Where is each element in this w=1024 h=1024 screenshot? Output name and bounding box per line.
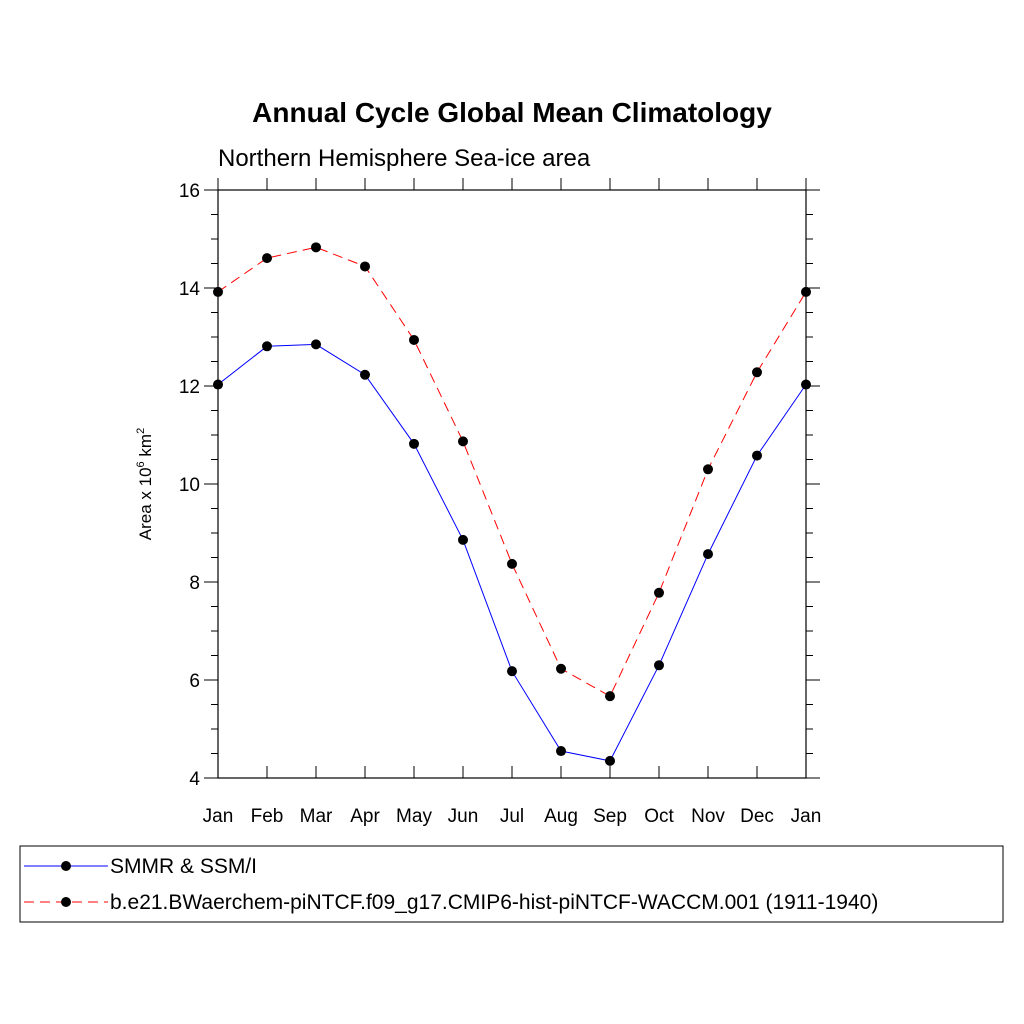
y-tick-label: 10 (179, 475, 200, 496)
data-point-series-0 (262, 341, 272, 352)
data-point-series-1 (311, 242, 321, 253)
data-point-series-1 (360, 261, 370, 272)
x-tick-label: Nov (691, 806, 725, 827)
y-tick-label: 14 (179, 279, 201, 300)
chart-title: Annual Cycle Global Mean Climatology (252, 97, 772, 128)
legend-marker-smmr (61, 861, 71, 871)
data-point-series-1 (507, 558, 517, 569)
x-tick-label: Apr (350, 806, 380, 827)
y-tick-label: 16 (179, 181, 200, 202)
series-layer (213, 242, 811, 766)
legend-marker-model (61, 897, 71, 907)
y-axis-label: Area x 106 km2 (135, 428, 155, 540)
plot-frame (217, 189, 807, 779)
chart-subtitle: Northern Hemisphere Sea-ice area (218, 145, 591, 172)
y-tick-label: 12 (179, 377, 200, 398)
data-point-series-1 (801, 286, 811, 297)
x-tick-label: Jun (448, 806, 479, 827)
x-tick-label: Jan (791, 806, 822, 827)
data-point-series-0 (311, 339, 321, 350)
data-point-series-0 (752, 450, 762, 461)
x-tick-label: Jan (203, 806, 234, 827)
data-point-series-1 (213, 286, 223, 297)
data-point-series-0 (556, 746, 566, 757)
data-point-series-0 (605, 755, 615, 766)
data-point-series-0 (360, 369, 370, 380)
legend-box (19, 845, 1004, 923)
data-point-series-1 (458, 436, 468, 447)
data-point-series-0 (213, 379, 223, 390)
x-tick-label: Jul (500, 806, 524, 827)
series-line-1 (217, 246, 807, 697)
y-tick-label: 4 (189, 769, 200, 790)
y-tick-label: 6 (189, 671, 200, 692)
x-tick-label: Aug (544, 806, 578, 827)
data-point-series-0 (654, 660, 664, 671)
x-tick-label: May (396, 806, 432, 827)
x-tick-label: Dec (740, 806, 774, 827)
data-point-series-0 (703, 549, 713, 560)
legend: SMMR & SSM/I b.e21.BWaerchem-piNTCF.f09_… (19, 845, 1004, 923)
x-tick-label: Feb (251, 806, 284, 827)
data-point-series-1 (262, 253, 272, 264)
data-point-series-0 (458, 534, 468, 545)
legend-label-model: b.e21.BWaerchem-piNTCF.f09_g17.CMIP6-his… (110, 891, 878, 914)
x-axis: Jan Feb Mar Apr May Jun Jul Aug Sep Oct Nov Dec Jan (203, 178, 822, 827)
data-point-series-0 (409, 438, 419, 449)
x-tick-label: Sep (593, 806, 627, 827)
data-point-series-1 (409, 334, 419, 345)
x-tick-label: Mar (300, 806, 333, 827)
data-point-series-0 (507, 666, 517, 677)
data-point-series-1 (703, 464, 713, 475)
data-point-series-1 (654, 587, 664, 598)
data-point-series-0 (801, 379, 811, 390)
y-tick-label: 8 (189, 573, 200, 594)
y-axis: 4 6 8 10 12 14 16 (179, 181, 820, 790)
x-tick-label: Oct (644, 806, 674, 827)
data-point-series-1 (605, 691, 615, 702)
series-line-0 (217, 343, 807, 762)
data-point-series-1 (752, 367, 762, 378)
data-point-series-1 (556, 663, 566, 674)
legend-label-smmr: SMMR & SSM/I (110, 855, 257, 878)
